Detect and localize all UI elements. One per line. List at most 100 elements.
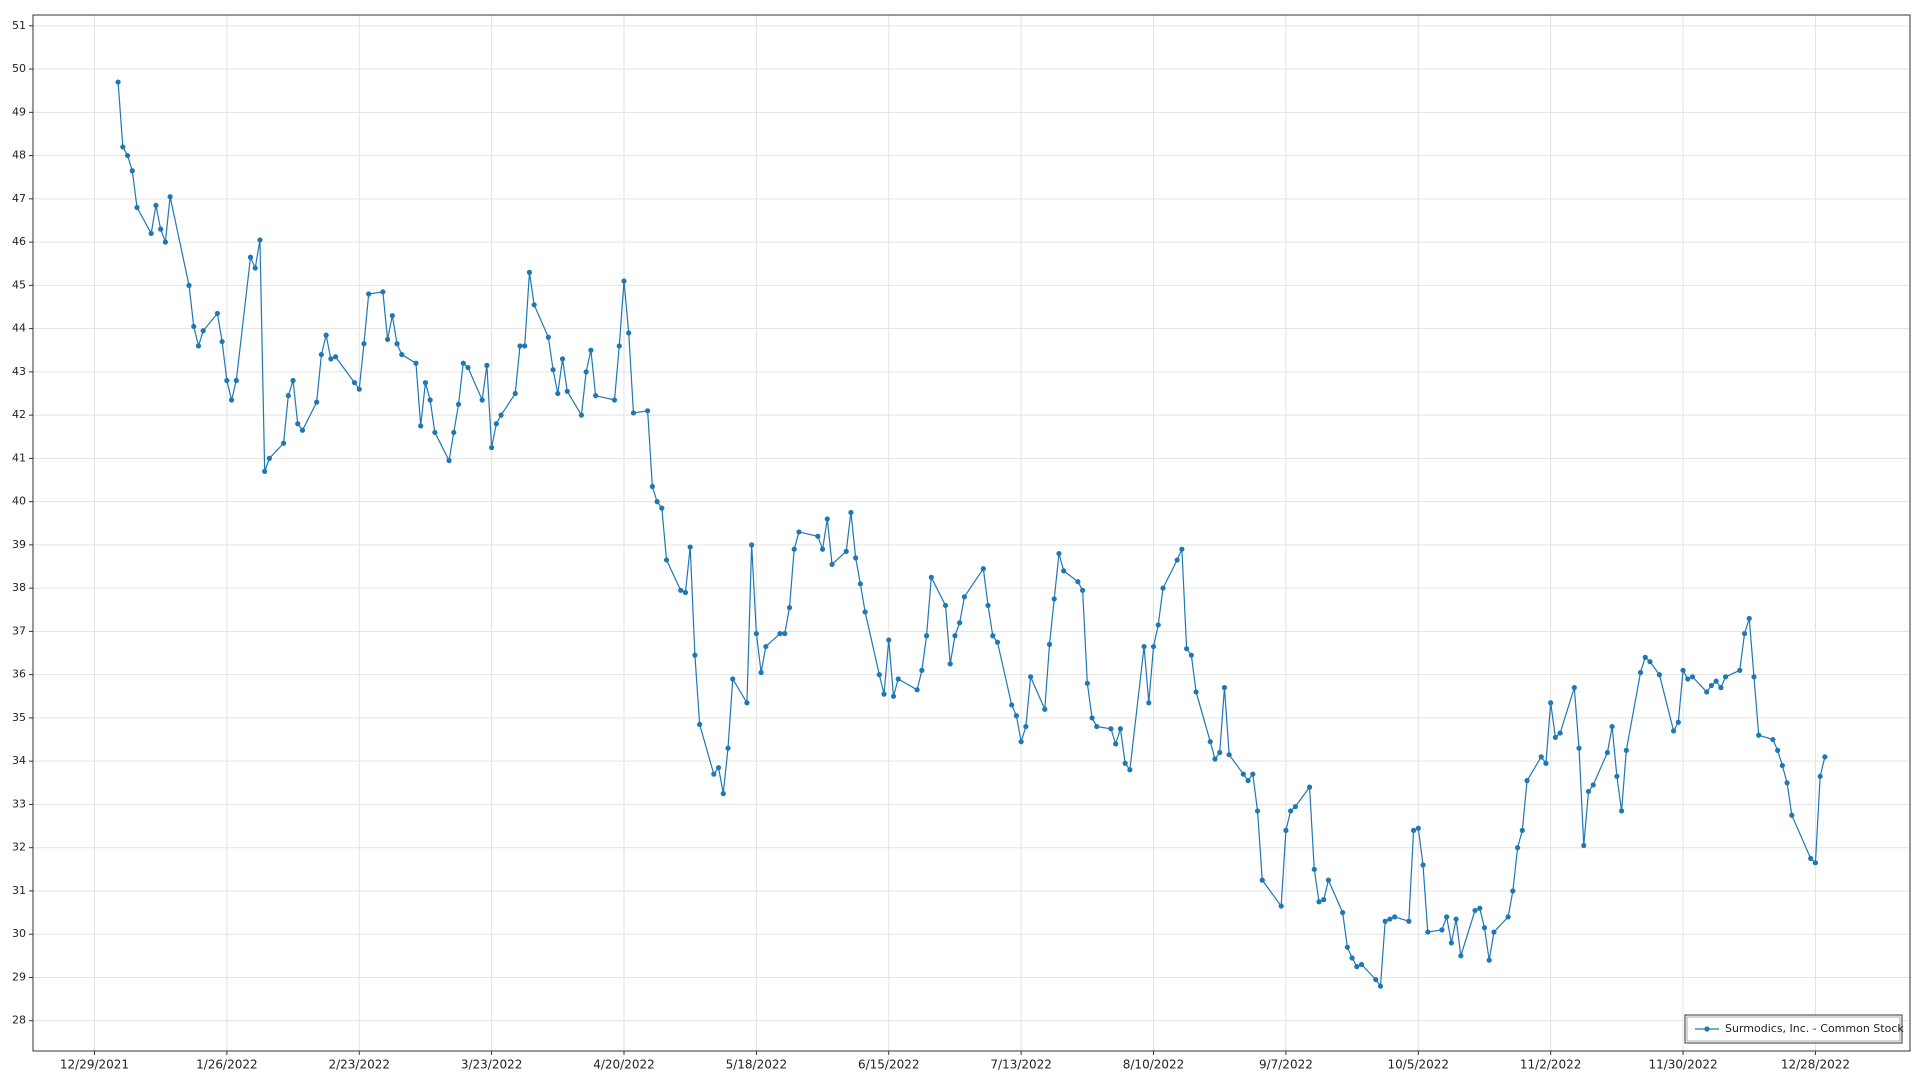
data-point: [266, 455, 272, 461]
data-point: [328, 356, 334, 362]
data-point: [853, 555, 859, 561]
legend-marker: [1704, 1026, 1710, 1032]
data-point: [1822, 754, 1828, 760]
data-point: [928, 574, 934, 580]
data-point: [1439, 927, 1445, 933]
data-point: [1042, 706, 1048, 712]
y-tick-label: 51: [12, 19, 26, 32]
data-point: [663, 557, 670, 563]
x-tick-label: 12/29/2021: [60, 1058, 129, 1072]
data-point: [1046, 641, 1053, 647]
legend-label: Surmodics, Inc. - Common Stock: [1725, 1022, 1904, 1035]
data-point: [994, 639, 1001, 645]
data-point: [1122, 760, 1128, 766]
data-point: [351, 380, 358, 386]
y-tick-label: 44: [12, 322, 26, 335]
x-tick-label: 3/23/2022: [461, 1058, 523, 1072]
data-point: [332, 354, 339, 360]
data-point: [1718, 685, 1724, 691]
data-point: [687, 544, 693, 550]
data-point: [1614, 773, 1620, 779]
data-point: [1018, 739, 1024, 745]
data-point: [252, 265, 258, 271]
data-point: [630, 410, 637, 416]
data-point: [1704, 689, 1710, 695]
data-point: [1212, 756, 1218, 762]
data-point: [1023, 723, 1029, 730]
data-point: [1486, 957, 1492, 963]
data-point: [1188, 652, 1194, 658]
y-tick-label: 46: [12, 235, 26, 248]
data-point: [1349, 955, 1355, 961]
data-point: [649, 483, 655, 490]
data-point: [1538, 754, 1544, 760]
data-point: [1141, 643, 1147, 650]
data-point: [1723, 674, 1729, 680]
data-point: [942, 602, 949, 609]
data-point: [124, 152, 131, 159]
data-point: [1108, 726, 1114, 732]
data-point: [262, 468, 268, 474]
data-point: [1240, 771, 1246, 777]
data-point: [588, 347, 594, 353]
data-point: [796, 529, 802, 535]
legend: Surmodics, Inc. - Common Stock: [1684, 1014, 1904, 1044]
data-point: [1775, 747, 1781, 753]
data-point: [1084, 680, 1090, 686]
y-tick-label: 31: [12, 884, 26, 897]
data-point: [545, 334, 551, 340]
y-tick-label: 40: [12, 495, 26, 508]
data-point: [512, 390, 518, 397]
y-tick-label: 48: [12, 149, 26, 162]
data-point: [848, 509, 854, 516]
data-point: [489, 444, 495, 451]
data-point: [432, 429, 438, 436]
data-point: [384, 336, 391, 343]
data-point: [1637, 669, 1644, 676]
data-point: [1340, 909, 1346, 916]
data-point: [1113, 741, 1119, 747]
data-point: [1514, 845, 1521, 851]
data-point: [1179, 546, 1185, 552]
data-point: [1543, 760, 1549, 766]
data-point: [517, 343, 523, 349]
data-point: [1789, 812, 1795, 818]
x-tick-label: 1/26/2022: [196, 1058, 258, 1072]
data-point: [479, 397, 485, 403]
data-point: [1808, 855, 1814, 862]
data-point: [257, 237, 263, 243]
data-point: [763, 643, 769, 650]
data-point: [1491, 929, 1497, 935]
x-tick-label: 10/5/2022: [1388, 1058, 1450, 1072]
data-point: [290, 377, 296, 384]
data-point: [158, 226, 164, 232]
data-point: [1458, 953, 1464, 959]
data-point: [1552, 734, 1559, 740]
data-point: [1453, 916, 1459, 922]
data-point: [318, 351, 325, 358]
data-point: [195, 343, 202, 349]
data-point: [1746, 615, 1752, 622]
data-point: [1519, 827, 1525, 833]
data-point: [1557, 730, 1563, 736]
x-tick-label: 5/18/2022: [726, 1058, 788, 1072]
data-point: [314, 399, 320, 405]
data-point: [1207, 739, 1213, 745]
data-point: [1056, 550, 1062, 557]
data-point: [559, 356, 566, 362]
data-point: [919, 667, 925, 673]
data-point: [422, 380, 429, 386]
data-point: [753, 630, 759, 637]
data-point: [1647, 659, 1653, 665]
data-point: [1571, 685, 1577, 691]
y-tick-label: 42: [12, 408, 26, 421]
data-point: [1618, 808, 1625, 814]
y-tick-label: 43: [12, 365, 26, 378]
x-tick-label: 9/7/2022: [1259, 1058, 1313, 1072]
data-point: [1061, 568, 1067, 574]
data-point: [1623, 747, 1629, 753]
data-point: [280, 440, 287, 446]
data-point: [715, 765, 722, 771]
data-point: [233, 377, 239, 384]
